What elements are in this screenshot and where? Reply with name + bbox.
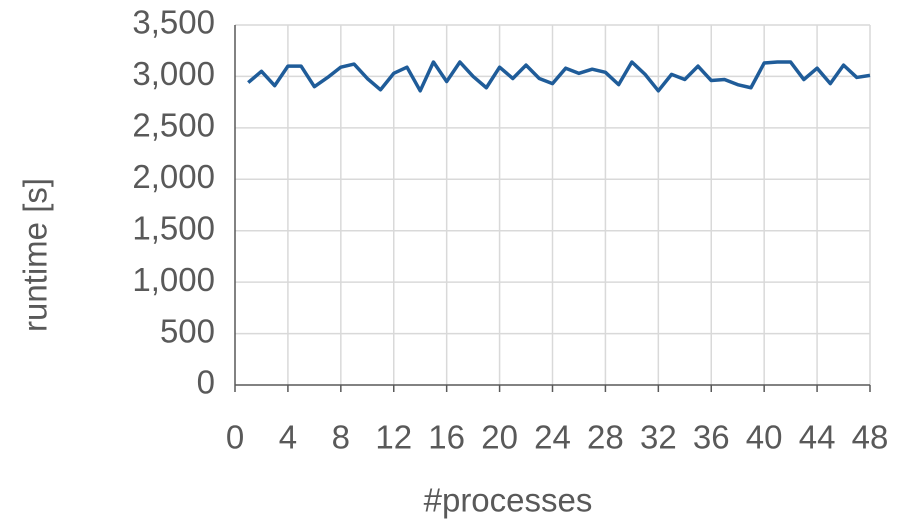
- x-tick-label: 48: [852, 419, 889, 456]
- x-tick-label: 0: [226, 419, 244, 456]
- x-tick-label: 36: [693, 419, 730, 456]
- x-tick-label: 4: [279, 419, 297, 456]
- x-tick-label: 12: [375, 419, 412, 456]
- y-tick-label: 2,500: [132, 107, 215, 144]
- y-axis-label: runtime [s]: [17, 178, 54, 332]
- x-tick-label: 16: [428, 419, 465, 456]
- data-line: [247, 60, 871, 93]
- y-tick-label: 2,000: [132, 158, 215, 195]
- y-tick-label: 500: [160, 312, 215, 349]
- x-tick-label: 20: [481, 419, 518, 456]
- y-tick-label: 3,000: [132, 55, 215, 92]
- x-tick-label: 32: [640, 419, 677, 456]
- x-tick-label: 8: [332, 419, 350, 456]
- x-tick-label: 28: [587, 419, 624, 456]
- x-tick-label: 40: [746, 419, 783, 456]
- y-tick-label: 3,500: [132, 4, 215, 41]
- x-axis-label: #processes: [424, 482, 593, 519]
- y-tick-label: 1,000: [132, 261, 215, 298]
- y-tick-label: 0: [197, 364, 215, 401]
- x-tick-label: 44: [799, 419, 836, 456]
- x-tick-label: 24: [534, 419, 571, 456]
- y-tick-label: 1,500: [132, 209, 215, 246]
